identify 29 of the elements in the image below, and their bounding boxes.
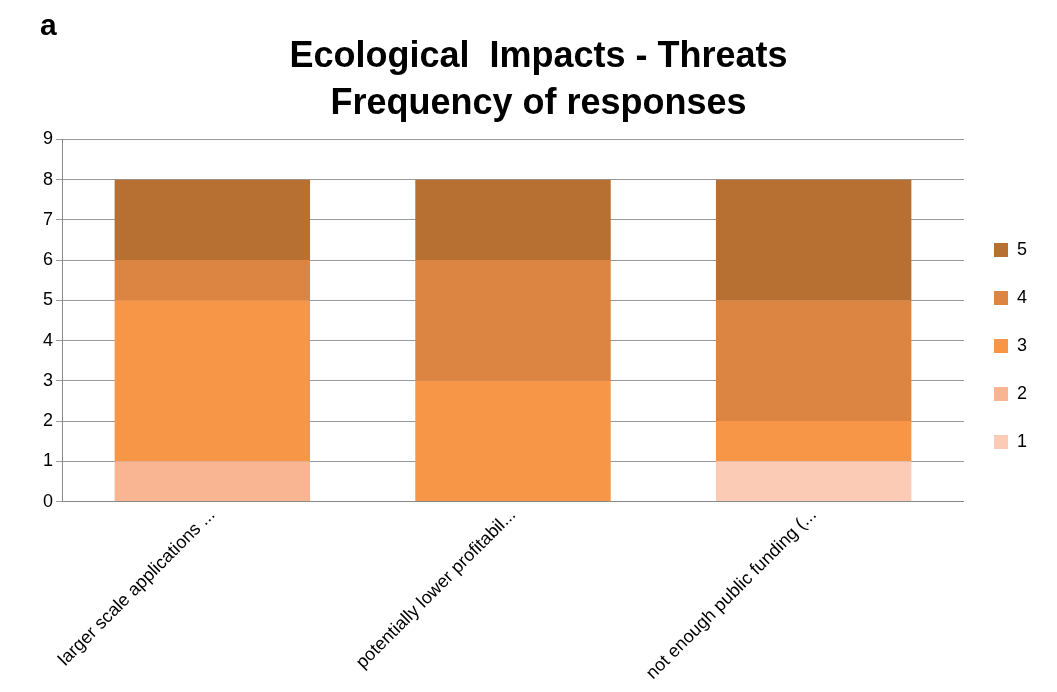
y-tick-label: 8 <box>43 168 54 189</box>
chart-title: Ecological Impacts - Threats <box>289 33 788 75</box>
y-tick-label: 1 <box>43 450 54 471</box>
legend-label: 5 <box>1016 238 1027 259</box>
legend-label: 2 <box>1016 382 1027 403</box>
bar <box>415 380 611 502</box>
bar <box>715 421 912 462</box>
legend-label: 1 <box>1016 430 1027 451</box>
bar <box>114 179 311 261</box>
y-tick-label: 0 <box>43 490 54 511</box>
legend-label: 3 <box>1016 334 1027 355</box>
y-tick-label: 4 <box>43 329 54 350</box>
y-tick-label: 2 <box>43 410 54 431</box>
y-tick-label: 7 <box>43 208 54 229</box>
bar <box>715 461 912 502</box>
bar <box>715 300 912 422</box>
y-tick-label: 3 <box>43 369 54 390</box>
legend-label: 4 <box>1016 286 1027 307</box>
y-tick-label: 6 <box>43 249 54 270</box>
chart-subtitle: Frequency of responses <box>330 80 747 122</box>
bar <box>114 300 311 462</box>
y-tick-label: 5 <box>43 289 54 310</box>
text: a <box>40 8 57 42</box>
bar <box>114 461 311 502</box>
bar <box>114 260 311 301</box>
bar <box>715 179 912 301</box>
bar <box>415 260 611 381</box>
y-tick-label: 9 <box>43 128 54 149</box>
bar <box>415 179 611 261</box>
